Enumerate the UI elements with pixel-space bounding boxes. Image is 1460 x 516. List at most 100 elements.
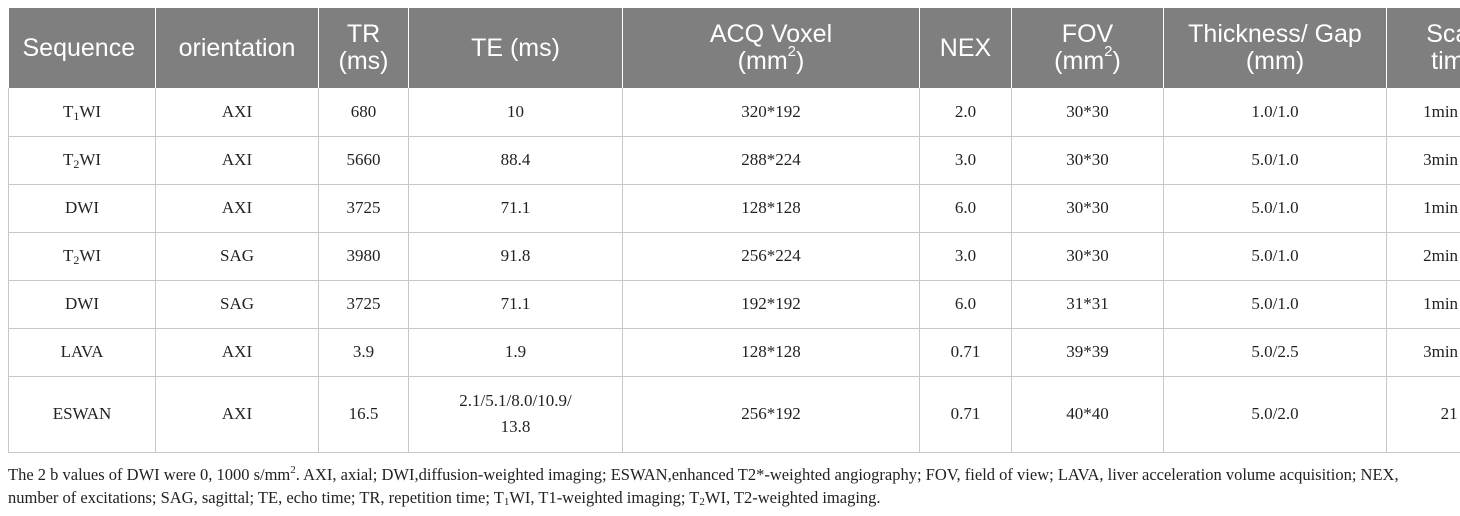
column-header-unit: (mm [1054,47,1105,75]
column-header-4: ACQ Voxel (mm2) [622,8,920,88]
cell-sequence: T2WI [8,232,156,281]
cell-nex: 0.71 [919,328,1012,377]
cell-nex: 3.0 [919,136,1012,185]
te-value-line: 88.4 [500,150,531,169]
cell-scan-time: 1min 37s [1386,88,1460,137]
cell-te: 71.1 [408,184,623,233]
cell-fov: 30*30 [1011,232,1164,281]
cell-thickness-gap: 5.0/1.0 [1163,136,1387,185]
cell-scan-time: 3min 29s [1386,328,1460,377]
cell-tr: 680 [318,88,409,137]
cell-acq-voxel: 320*192 [622,88,920,137]
column-header-unit: (mm) [1245,47,1305,75]
cell-te: 88.4 [408,136,623,185]
cell-te: 91.8 [408,232,623,281]
te-value-line: 71.1 [500,294,531,313]
te-value-line: 2.1/5.1/8.0/10.9/ [459,391,572,410]
cell-te: 2.1/5.1/8.0/10.9/13.8 [408,376,623,453]
column-header-main: FOV [1061,20,1114,48]
cell-tr: 16.5 [318,376,409,453]
footnote-text-2: . AXI, axial; DWI,diffusion-weighted ima… [8,465,1399,507]
sequence-name: ESWAN [52,404,112,423]
column-header-main: NEX [939,33,992,62]
column-header-unit: time [1431,47,1460,75]
cell-tr: 3.9 [318,328,409,377]
cell-fov: 30*30 [1011,88,1164,137]
cell-scan-time: 1min 15s [1386,280,1460,329]
column-header-3: TE (ms) [408,8,623,88]
table-row: T2WI SAG 3980 91.8 256*224 3.0 30*30 5.0/1.0 2mi… [8,232,1460,281]
cell-nex: 2.0 [919,88,1012,137]
column-header-unit: (ms) [338,47,389,75]
sequence-name: LAVA [60,342,104,361]
cell-te: 1.9 [408,328,623,377]
sequence-name: T [62,101,74,121]
column-header-sup: 2 [787,42,796,60]
cell-sequence: LAVA [8,328,156,377]
parameters-table-container: Sequence orientation TR (ms) TE (ms) ACQ Voxe… [8,8,1460,453]
column-header-tail: ) [1112,47,1121,75]
cell-nex: 6.0 [919,184,1012,233]
cell-sequence: ESWAN [8,376,156,453]
column-header-0: Sequence [8,8,156,88]
cell-te: 10 [408,88,623,137]
cell-orientation: AXI [155,184,319,233]
mri-parameters-table: Sequence orientation TR (ms) TE (ms) ACQ Voxe… [8,8,1460,453]
column-header-6: FOV (mm2) [1011,8,1164,88]
column-header-main: orientation [178,33,296,62]
column-header-main: Scan [1426,20,1460,48]
sequence-subscript: 2 [73,157,80,171]
cell-orientation: SAG [155,280,319,329]
footnote-text-4: WI, T2-weighted imaging. [704,488,881,507]
cell-thickness-gap: 1.0/1.0 [1163,88,1387,137]
cell-sequence: DWI [8,184,156,233]
column-header-main: Sequence [22,33,136,62]
cell-sequence: T1WI [8,88,156,137]
sequence-suffix: WI [79,150,102,169]
cell-scan-time: 1min 15s [1386,184,1460,233]
cell-orientation: SAG [155,232,319,281]
table-row: DWI AXI 3725 71.1 128*128 6.0 30*30 5.0/1.0 1min… [8,184,1460,233]
sequence-subscript: 2 [73,253,80,267]
table-row: ESWAN AXI 16.5 2.1/5.1/8.0/10.9/13.8 256*192… [8,376,1460,453]
cell-thickness-gap: 5.0/2.0 [1163,376,1387,453]
cell-acq-voxel: 288*224 [622,136,920,185]
cell-fov: 30*30 [1011,184,1164,233]
te-value-line: 13.8 [500,417,531,436]
cell-thickness-gap: 5.0/1.0 [1163,280,1387,329]
cell-thickness-gap: 5.0/2.5 [1163,328,1387,377]
cell-orientation: AXI [155,136,319,185]
header-row: Sequence orientation TR (ms) TE (ms) ACQ Voxe… [8,8,1460,88]
column-header-unit: (mm [737,47,788,75]
te-value-line: 71.1 [500,198,531,217]
cell-nex: 6.0 [919,280,1012,329]
column-header-main: Thickness/ Gap [1188,20,1362,48]
sequence-name: DWI [65,294,99,313]
cell-thickness-gap: 5.0/1.0 [1163,184,1387,233]
cell-thickness-gap: 5.0/1.0 [1163,232,1387,281]
cell-nex: 0.71 [919,376,1012,453]
cell-sequence: T2WI [8,136,156,185]
cell-nex: 3.0 [919,232,1012,281]
table-footnote: The 2 b values of DWI were 0, 1000 s/mm2… [8,463,1452,509]
table-row: LAVA AXI 3.9 1.9 128*128 0.71 39*39 5.0/2.5 3min… [8,328,1460,377]
footnote-sub-2: 2 [699,496,705,508]
cell-tr: 3725 [318,280,409,329]
column-header-2: TR (ms) [318,8,409,88]
cell-fov: 30*30 [1011,136,1164,185]
te-value-line: 91.8 [500,246,531,265]
cell-acq-voxel: 256*224 [622,232,920,281]
table-row: DWI SAG 3725 71.1 192*192 6.0 31*31 5.0/1.0 1min… [8,280,1460,329]
cell-sequence: DWI [8,280,156,329]
column-header-main: TE (ms) [471,33,560,62]
sequence-subscript: 1 [73,108,80,123]
sequence-name: T [62,150,74,169]
footnote-text-1: The 2 b values of DWI were 0, 1000 s/mm [8,465,291,484]
cell-tr: 5660 [318,136,409,185]
te-value-line: 1.9 [504,342,527,361]
footnote-sup: 2 [290,463,296,476]
cell-fov: 39*39 [1011,328,1164,377]
column-header-1: orientation [155,8,319,88]
